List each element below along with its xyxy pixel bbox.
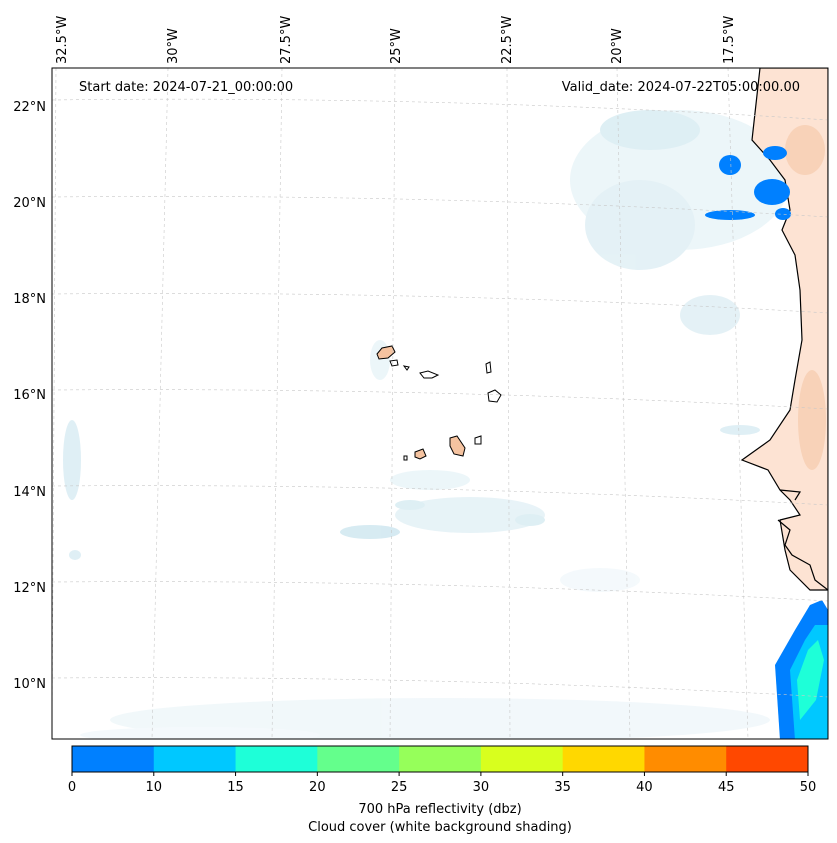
lat-label: 18°N [13, 292, 46, 307]
graticule [52, 68, 828, 739]
lon-label: 27.5°W [279, 16, 294, 64]
lon-label: 30°W [166, 28, 181, 64]
latitude-labels: 22°N 20°N 18°N 16°N 14°N 12°N 10°N [13, 100, 46, 692]
land-shading [785, 125, 825, 175]
lon-label: 25°W [389, 28, 404, 64]
lat-label: 20°N [13, 196, 46, 211]
reflectivity-cells [705, 146, 828, 739]
colorbar-tick-label: 0 [68, 780, 76, 795]
colorbar-tick-label: 30 [473, 780, 490, 795]
lat-label: 22°N [13, 100, 46, 115]
colorbar-tick-label: 25 [391, 780, 408, 795]
longitude-labels: 32.5°W 30°W 27.5°W 25°W 22.5°W 20°W 17.5… [55, 16, 737, 64]
colorbar-frame [71, 745, 809, 773]
colorbar: 0 10 15 20 25 30 35 40 45 50 [68, 745, 817, 795]
map-panel: Start date: 2024-07-21_00:00:00 Valid_da… [52, 68, 828, 739]
map-frame [51, 67, 829, 740]
coastline-guinea [777, 519, 828, 591]
colorbar-segment [644, 746, 727, 772]
lon-label: 20°W [610, 28, 625, 64]
colorbar-segment [153, 746, 237, 772]
lon-label: 17.5°W [722, 16, 737, 64]
cape-verde-islands [376, 345, 502, 461]
lat-label: 10°N [13, 677, 46, 692]
colorbar-label: 700 hPa reflectivity (dbz) [358, 802, 521, 817]
colorbar-tick-label: 45 [718, 780, 735, 795]
lat-label: 14°N [13, 485, 46, 500]
lat-label: 16°N [13, 388, 46, 403]
colorbar-tick-label: 35 [554, 780, 571, 795]
coastline-gambia [779, 489, 802, 501]
colorbar-segment [480, 746, 564, 772]
colorbar-tick-label: 50 [800, 780, 817, 795]
lon-label: 32.5°W [55, 16, 70, 64]
valid-date-label: Valid_date: 2024-07-22T05:00:00.00 [562, 80, 800, 95]
lon-label: 22.5°W [500, 16, 515, 64]
colorbar-segment [726, 746, 809, 772]
colorbar-sublabel: Cloud cover (white background shading) [308, 820, 572, 835]
colorbar-tick-label: 15 [227, 780, 244, 795]
lat-label: 12°N [13, 581, 46, 596]
colorbar-tick-label: 40 [636, 780, 653, 795]
land-shading [798, 370, 826, 470]
colorbar-segment [317, 746, 400, 772]
colorbar-segment [235, 746, 318, 772]
colorbar-segment [72, 746, 155, 772]
colorbar-segment [399, 746, 482, 772]
colorbar-segment [562, 746, 645, 772]
start-date-label: Start date: 2024-07-21_00:00:00 [79, 80, 293, 95]
colorbar-tick-label: 10 [146, 780, 163, 795]
colorbar-tick-label: 20 [309, 780, 326, 795]
